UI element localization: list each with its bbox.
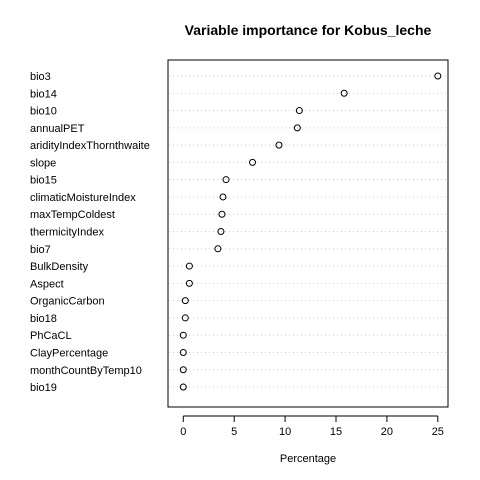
- data-point-bio7: [214, 245, 222, 253]
- category-label-slope: slope: [30, 157, 56, 169]
- category-label-claypercentage: ClayPercentage: [30, 347, 108, 359]
- category-label-annualpet: annualPET: [30, 123, 85, 135]
- category-label-organiccarbon: OrganicCarbon: [30, 296, 105, 308]
- data-point-phcacl: [179, 331, 187, 339]
- plot-frame: [167, 59, 449, 408]
- x-tick-label-15: 15: [330, 426, 342, 438]
- x-tick-label-5: 5: [231, 426, 237, 438]
- category-label-bio19: bio19: [30, 382, 57, 394]
- x-tick-label-25: 25: [432, 426, 444, 438]
- data-point-climaticmoistureindex: [219, 193, 227, 201]
- data-point-bio10: [295, 107, 303, 115]
- category-label-phcacl: PhCaCL: [30, 330, 72, 342]
- category-label-bulkdensity: BulkDensity: [30, 261, 89, 273]
- category-label-climaticmoistureindex: climaticMoistureIndex: [30, 192, 136, 204]
- data-point-annualpet: [293, 124, 301, 132]
- x-axis: 0 5 10 15 20 25: [180, 415, 444, 438]
- data-point-bio14: [340, 89, 348, 97]
- data-point-thermicityindex: [217, 228, 225, 236]
- category-label-aridityindexthornthwaite: aridityIndexThornthwaite: [30, 140, 150, 152]
- category-label-bio18: bio18: [30, 313, 57, 325]
- x-tick-label-20: 20: [381, 426, 393, 438]
- category-label-bio7: bio7: [30, 244, 51, 256]
- category-label-aspect: Aspect: [30, 278, 64, 290]
- data-point-slope: [249, 158, 257, 166]
- data-point-bulkdensity: [185, 262, 193, 270]
- data-point-aridityindexthornthwaite: [275, 141, 283, 149]
- category-label-thermicityindex: thermicityIndex: [30, 227, 104, 239]
- data-point-bio15: [222, 176, 230, 184]
- data-point-claypercentage: [179, 348, 187, 356]
- category-label-bio10: bio10: [30, 106, 57, 118]
- data-point-bio3: [434, 72, 442, 80]
- x-axis-title: Percentage: [280, 453, 336, 465]
- category-label-bio3: bio3: [30, 71, 51, 83]
- x-tick-label-10: 10: [279, 426, 291, 438]
- data-point-aspect: [185, 279, 193, 287]
- category-labels: bio3 bio14 bio10 annualPET aridityIndexThorn…: [30, 71, 150, 394]
- data-point-bio19: [179, 383, 187, 391]
- category-label-monthcountbytemp10: monthCountByTemp10: [30, 365, 142, 377]
- chart-title: Variable importance for Kobus_leche: [185, 22, 432, 38]
- data-point-maxtempcoldest: [218, 210, 226, 218]
- category-label-bio15: bio15: [30, 175, 57, 187]
- x-tick-label-0: 0: [180, 426, 186, 438]
- data-point-organiccarbon: [181, 297, 189, 305]
- data-point-bio18: [181, 314, 189, 322]
- category-label-bio14: bio14: [30, 88, 57, 100]
- data-points: [179, 72, 442, 391]
- data-point-monthcountbytemp10: [179, 366, 187, 374]
- category-label-maxtempcoldest: maxTempColdest: [30, 209, 115, 221]
